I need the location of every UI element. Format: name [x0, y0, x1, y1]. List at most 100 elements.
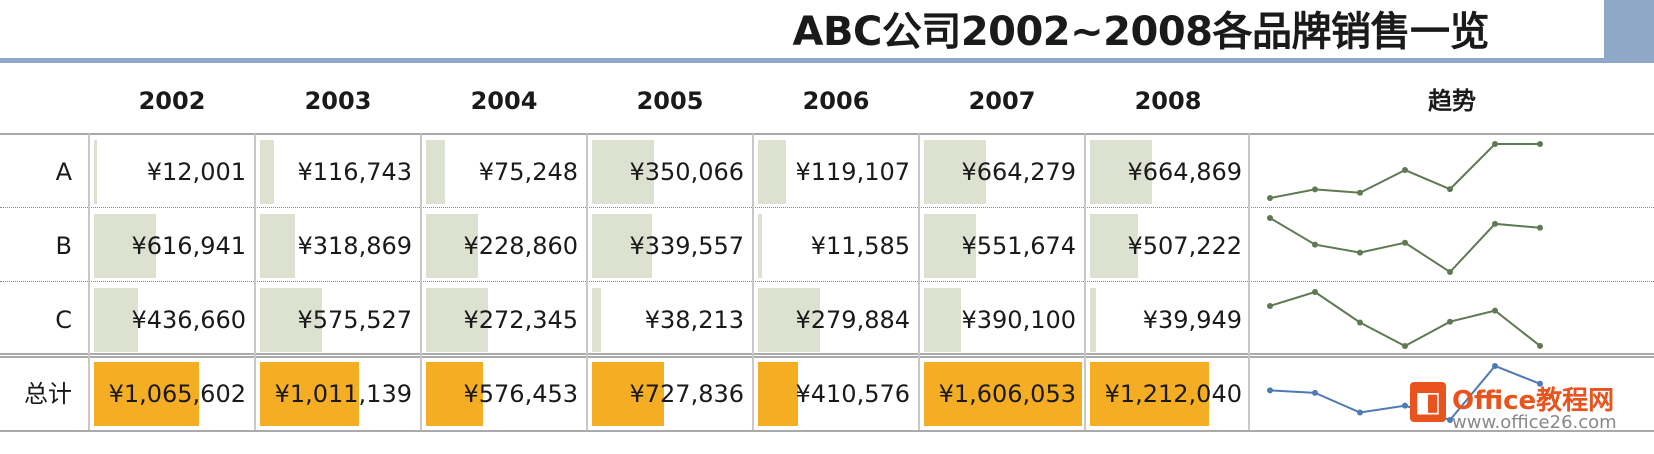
- row-separator: [0, 430, 1654, 432]
- cell-value: ¥616,941: [131, 232, 246, 260]
- data-cell: ¥272,345: [422, 284, 584, 356]
- cell-value: ¥339,557: [629, 232, 744, 260]
- cell-value: ¥1,212,040: [1104, 380, 1242, 408]
- data-bar: [426, 362, 483, 426]
- row-separator: [0, 353, 1654, 355]
- sparkline-point: [1537, 141, 1543, 147]
- watermark: ◧ Office教程网 www.office26.com: [1410, 378, 1654, 454]
- data-cell: ¥75,248: [422, 136, 584, 208]
- page-title: ABC公司2002~2008各品牌销售一览: [792, 9, 1490, 55]
- row-separator: [0, 356, 1654, 358]
- sparkline-point: [1267, 215, 1273, 221]
- cell-value: ¥116,743: [297, 158, 412, 186]
- data-cell: ¥279,884: [754, 284, 916, 356]
- data-bar: [592, 214, 653, 278]
- cell-value: ¥39,949: [1142, 306, 1242, 334]
- data-bar: [260, 214, 296, 278]
- column-separator: [88, 134, 90, 430]
- cell-value: ¥1,606,053: [938, 380, 1076, 408]
- cell-value: ¥38,213: [644, 306, 744, 334]
- sparkline-point: [1447, 417, 1453, 423]
- sparkline-point: [1357, 319, 1363, 326]
- data-cell: ¥1,212,040: [1086, 358, 1248, 430]
- sparkline-point: [1492, 307, 1498, 314]
- data-cell: ¥664,869: [1086, 136, 1248, 208]
- data-cell: ¥727,836: [588, 358, 750, 430]
- cell-value: ¥12,001: [146, 158, 246, 186]
- sparkline-point: [1267, 387, 1273, 394]
- sparkline-point: [1402, 167, 1408, 174]
- cell-value: ¥119,107: [795, 158, 910, 186]
- cell-value: ¥272,345: [463, 306, 578, 334]
- data-cell: ¥664,279: [920, 136, 1082, 208]
- sparkline-point: [1402, 402, 1408, 409]
- column-header-2002: 2002: [138, 87, 206, 115]
- title-block: [1604, 0, 1654, 63]
- data-cell: ¥12,001: [90, 136, 252, 208]
- data-bar: [1090, 214, 1138, 278]
- sparkline-point: [1357, 249, 1363, 256]
- sparkline-point: [1357, 409, 1363, 416]
- sparkline-point: [1267, 302, 1273, 309]
- sparkline-B: [1267, 215, 1543, 275]
- data-cell: ¥39,949: [1086, 284, 1248, 356]
- column-separator: [420, 134, 422, 430]
- row-separator: [0, 133, 1654, 135]
- data-cell: ¥410,576: [754, 358, 916, 430]
- cell-value: ¥727,836: [629, 380, 744, 408]
- data-cell: ¥507,222: [1086, 210, 1248, 282]
- cell-value: ¥575,527: [297, 306, 412, 334]
- sparkline-A: [1267, 141, 1543, 201]
- data-bar: [758, 288, 820, 352]
- office-logo-icon: ◧: [1410, 382, 1446, 422]
- cell-value: ¥1,065,602: [108, 380, 246, 408]
- cell-value: ¥664,869: [1127, 158, 1242, 186]
- data-cell: ¥228,860: [422, 210, 584, 282]
- column-header-2003: 2003: [304, 87, 372, 115]
- data-bar: [94, 288, 139, 352]
- column-separator: [1084, 134, 1086, 430]
- cell-value: ¥228,860: [463, 232, 578, 260]
- row-label-total: 总计: [24, 380, 72, 408]
- column-separator: [1248, 134, 1250, 430]
- data-bar: [426, 288, 488, 352]
- data-bar: [1090, 288, 1096, 352]
- data-cell: ¥339,557: [588, 210, 750, 282]
- data-cell: ¥575,527: [256, 284, 418, 356]
- row-separator: [0, 207, 1654, 208]
- data-bar: [94, 140, 98, 204]
- column-header-2005: 2005: [636, 87, 704, 115]
- cell-value: ¥551,674: [961, 232, 1076, 260]
- data-bar: [426, 214, 479, 278]
- cell-value: ¥390,100: [961, 306, 1076, 334]
- column-separator: [254, 134, 256, 430]
- data-cell: ¥551,674: [920, 210, 1082, 282]
- sparkline-point: [1402, 343, 1408, 349]
- column-separator: [752, 134, 754, 430]
- column-separator: [586, 134, 588, 430]
- cell-value: ¥1,011,139: [274, 380, 412, 408]
- cell-value: ¥664,279: [961, 158, 1076, 186]
- data-cell: ¥11,585: [754, 210, 916, 282]
- data-bar: [924, 288, 962, 352]
- sparkline-point: [1537, 342, 1543, 349]
- data-bar: [758, 362, 799, 426]
- sparkline-point: [1447, 186, 1453, 193]
- data-cell: ¥318,869: [256, 210, 418, 282]
- cell-value: ¥576,453: [463, 380, 578, 408]
- cell-value: ¥410,576: [795, 380, 910, 408]
- data-bar: [924, 214, 976, 278]
- row-label-B: B: [55, 232, 72, 260]
- data-bar: [260, 288, 322, 352]
- column-header-2004: 2004: [470, 87, 538, 115]
- data-bar: [924, 140, 986, 204]
- data-bar: [924, 362, 1082, 426]
- data-bar: [758, 140, 786, 204]
- data-cell: ¥616,941: [90, 210, 252, 282]
- data-cell: ¥576,453: [422, 358, 584, 430]
- data-cell: ¥390,100: [920, 284, 1082, 356]
- data-bar: [94, 362, 199, 426]
- sparkline-total: [1267, 363, 1543, 423]
- cell-value: ¥318,869: [297, 232, 412, 260]
- title-underline: [0, 58, 1654, 63]
